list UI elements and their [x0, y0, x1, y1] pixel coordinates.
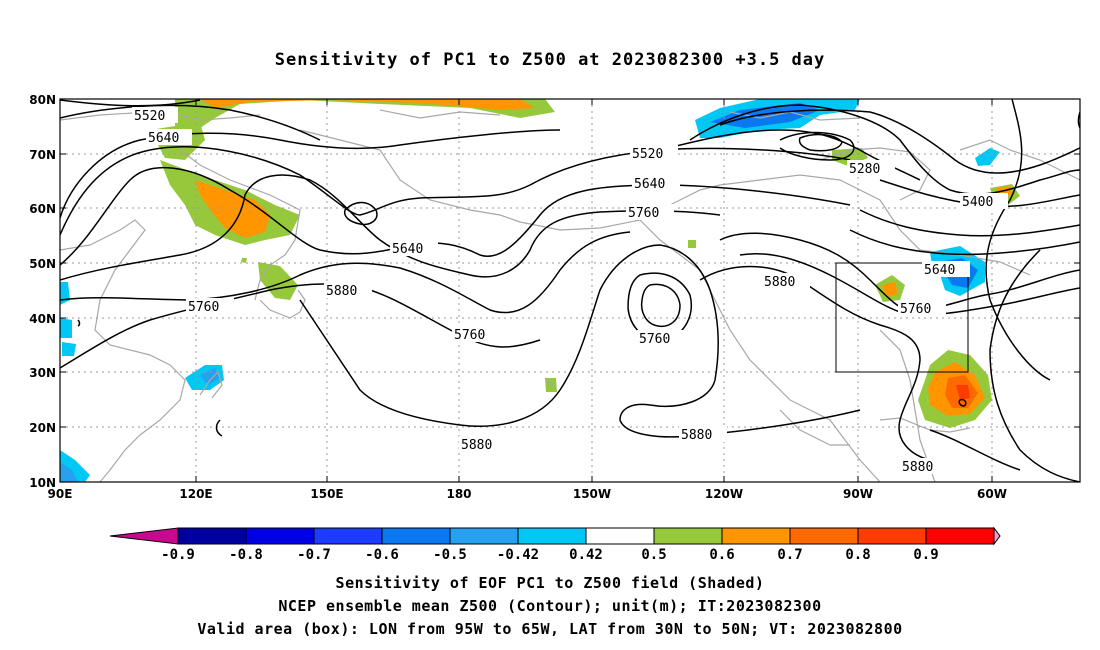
contour-label-17: 5880 [681, 428, 712, 443]
contour-label-1: 5520 [134, 109, 165, 124]
contour-label-16: 5880 [461, 438, 492, 453]
shade-red-atlantic [956, 385, 970, 400]
lon-labels: 90E 120E 150E 180 150W 120W 90W 60W [48, 487, 1007, 501]
contour-label-4: 5640 [634, 177, 665, 192]
lat-label-40n: 40N [29, 312, 56, 326]
caption-contour: NCEP ensemble mean Z500 (Contour); unit(… [278, 597, 822, 615]
shade-positive-small1 [241, 258, 247, 263]
contour-label-5: 5760 [628, 206, 659, 221]
lat-label-20n: 20N [29, 421, 56, 435]
lon-label-60w: 60W [977, 487, 1007, 501]
lat-label-70n: 70N [29, 148, 56, 162]
lon-label-120e: 120E [179, 487, 212, 501]
contour-label-6: 5280 [849, 162, 880, 177]
shade-negative-west2 [60, 318, 72, 338]
contour-label-8: 5640 [924, 263, 955, 278]
colorbar-label: 0.6 [709, 547, 734, 563]
lon-label-120w: 120W [705, 487, 743, 501]
contour-label-2: 5640 [148, 131, 179, 146]
coastlines [60, 109, 1080, 482]
contour-label-11: 5880 [326, 284, 357, 299]
lon-label-150w: 150W [573, 487, 611, 501]
shade-orange-kamchatka [195, 180, 270, 238]
lon-label-150e: 150E [310, 487, 343, 501]
colorbar-swatch [925, 527, 995, 545]
colorbar-swatch [721, 527, 791, 545]
colorbar-swatch [177, 527, 247, 545]
caption-shaded: Sensitivity of EOF PC1 to Z500 field (Sh… [335, 574, 765, 592]
shade-negative-west3 [62, 342, 76, 356]
shade-orange-siberia [200, 99, 535, 110]
colorbar-label: -0.42 [497, 547, 539, 563]
z500-contours [60, 99, 1080, 482]
map-plot-area [60, 99, 1080, 482]
shade-orange-greatlakes [882, 282, 898, 297]
lat-label-50n: 50N [29, 257, 56, 271]
contour-label-3: 5520 [632, 147, 663, 162]
shade-negative-arctic-core [710, 103, 820, 128]
colorbar-label: -0.5 [433, 547, 467, 563]
contour-label-10: 5760 [188, 300, 219, 315]
caption-valid-area: Valid area (box): LON from 95W to 65W, L… [197, 620, 903, 638]
colorbar-label: -0.8 [229, 547, 263, 563]
colorbar-label: -0.7 [297, 547, 331, 563]
lat-label-10n: 10N [29, 476, 56, 490]
shade-positive-japan [258, 262, 298, 300]
lat-label-80n: 80N [29, 93, 56, 107]
colorbar-label: 0.7 [777, 547, 802, 563]
colorbar-swatch [245, 527, 315, 545]
colorbar-label: -0.6 [365, 547, 399, 563]
shade-negative-taiwan-core [200, 368, 220, 385]
colorbar-swatch [653, 527, 723, 545]
contour-label-14: 5880 [764, 275, 795, 290]
contour-label-13: 5760 [639, 332, 670, 347]
lon-label-90e: 90E [48, 487, 73, 501]
colorbar-swatch [381, 527, 451, 545]
shade-negative-baffin [975, 148, 1000, 166]
contour-label-18: 5880 [902, 460, 933, 475]
map-frame [59, 98, 1081, 483]
contour-labels: 5520 5640 5520 5640 5760 5280 5400 5640 … [132, 107, 1008, 475]
lat-label-30n: 30N [29, 366, 56, 380]
lon-label-90w: 90W [843, 487, 873, 501]
colorbar-swatch [585, 527, 655, 545]
valid-area-box [835, 262, 969, 373]
shade-positive-bc [688, 240, 696, 248]
shade-positive-siberia [175, 99, 555, 132]
contour-label-15: 5760 [900, 302, 931, 317]
shade-negative-west1 [60, 282, 70, 305]
contour-label-9: 5640 [392, 242, 423, 257]
lat-label-60n: 60N [29, 202, 56, 216]
colorbar-label: -0.9 [161, 547, 195, 563]
contour-label-7: 5400 [962, 195, 993, 210]
colorbar-swatch [449, 527, 519, 545]
colorbar-arrow-left [109, 527, 179, 545]
lat-labels: 80N 70N 60N 50N 40N 30N 20N 10N [29, 93, 56, 490]
shaded-sensitivity [60, 99, 1020, 482]
tick-marks [60, 98, 1080, 483]
map-title: Sensitivity of PC1 to Z500 at 2023082300… [274, 50, 826, 70]
colorbar-swatch [517, 527, 587, 545]
colorbar-label: 0.5 [641, 547, 666, 563]
colorbar: -0.9 -0.8 -0.7 -0.6 -0.5 -0.42 0.42 0.5 … [109, 526, 1001, 563]
colorbar-swatch [789, 527, 859, 545]
shade-negative-sw-core [60, 462, 78, 482]
colorbar-label: 0.9 [913, 547, 938, 563]
colorbar-arrow-right [993, 526, 1001, 546]
gridlines [60, 99, 1080, 482]
contour-label-12: 5760 [454, 328, 485, 343]
lon-label-180: 180 [446, 487, 471, 501]
colorbar-label: 0.42 [569, 547, 603, 563]
colorbar-swatch [857, 527, 927, 545]
colorbar-swatch [313, 527, 383, 545]
colorbar-label: 0.8 [845, 547, 870, 563]
